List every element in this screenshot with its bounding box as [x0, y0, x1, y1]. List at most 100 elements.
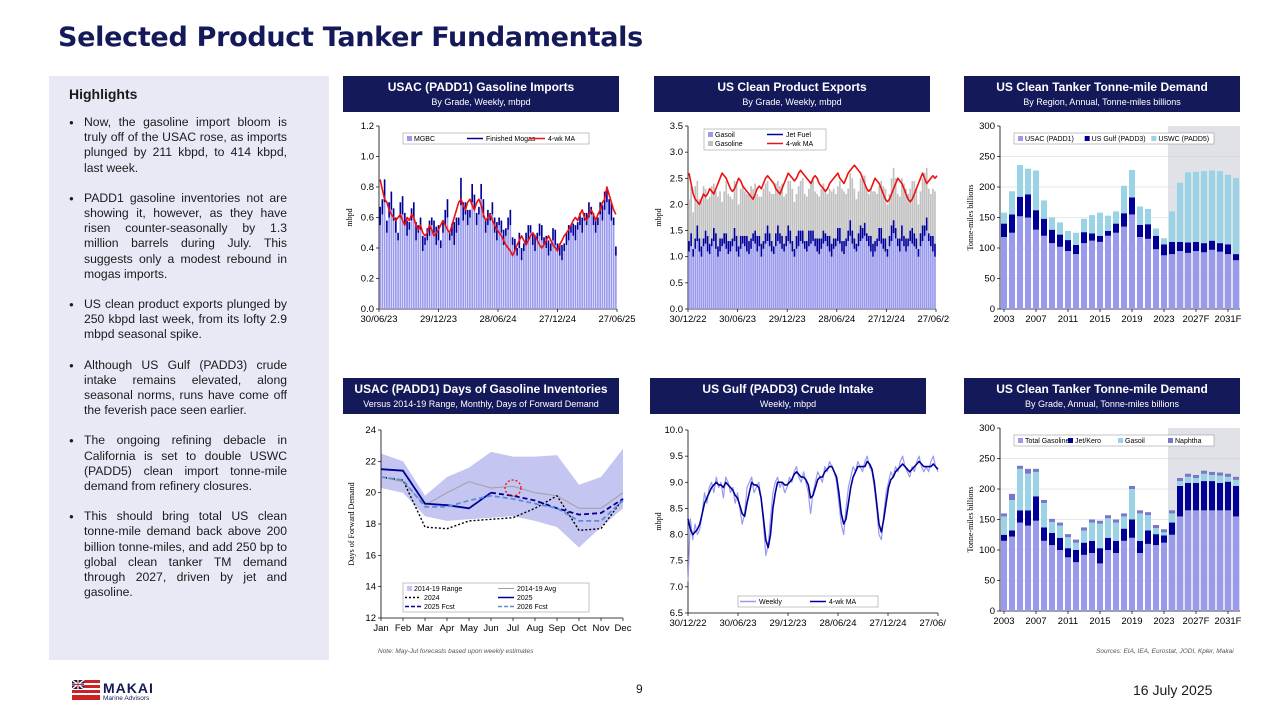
panel-clean-exports: US Clean Product Exports By Grade, Weekl…: [654, 76, 950, 334]
bar-mgbc: [395, 232, 397, 309]
bar-jet-fuel: [710, 238, 713, 247]
bar-jet-fuel: [925, 217, 928, 231]
bar-padd1: [1065, 251, 1071, 309]
bar-jet: [1145, 530, 1151, 544]
bar-jet-fuel: [870, 235, 872, 252]
y-tick-label: 300: [979, 121, 995, 132]
bar-gasoil: [884, 251, 887, 309]
bar-gasoil: [816, 251, 818, 309]
bar-gasoline: [758, 196, 761, 236]
legend-label: Naphtha: [1175, 438, 1202, 445]
bar-gasoline: [934, 191, 936, 244]
bar-jet-fuel: [896, 238, 899, 247]
bar-gasoline: [907, 193, 909, 239]
bar-padd1: [1217, 251, 1223, 309]
bar-gasoline: [822, 183, 825, 231]
bar-jet-fuel: [865, 233, 868, 242]
bar-gasoil: [715, 248, 717, 309]
y-tick-label: 0.4: [361, 243, 374, 254]
legend-label: Jet Fuel: [786, 132, 811, 139]
bar-naphtha: [1017, 465, 1023, 469]
bar-finished-mogas: [612, 217, 615, 226]
y-tick-label: 250: [979, 454, 995, 465]
bar-padd3: [1129, 197, 1135, 215]
y-tick-label: 16: [365, 550, 376, 561]
legend-label: 4-wk MA: [829, 599, 857, 606]
bar-gasoil: [843, 254, 845, 309]
bar-gasoil: [925, 230, 928, 309]
panel-days-inventory: USAC (PADD1) Days of Gasoline Inventorie…: [343, 378, 632, 638]
bar-gasoline: [888, 193, 891, 236]
bar-mgbc: [505, 235, 507, 309]
bar-jet-fuel: [822, 230, 825, 244]
bar-gasoline: [741, 186, 744, 236]
y-tick-label: 3.5: [670, 121, 683, 132]
bar-gasoline: [925, 167, 928, 218]
bar-gasoline: [715, 191, 717, 234]
bar-gasoline: [748, 193, 750, 242]
bar-gasoil: [1153, 528, 1159, 535]
bar-gasoline: [851, 178, 854, 231]
bar-mgbc: [565, 244, 568, 309]
bar-gasoil: [1009, 499, 1015, 531]
legend-label: Gasoline: [715, 141, 743, 148]
bar-padd1: [1089, 240, 1095, 309]
bar-naphtha: [1025, 468, 1031, 474]
bar-naphtha: [1009, 493, 1015, 500]
bar-finished-mogas: [610, 202, 613, 221]
bar-finished-mogas: [538, 223, 541, 236]
bar-gasoil: [894, 238, 897, 309]
bar-gasoline: [781, 183, 783, 236]
bar-padd3: [1121, 213, 1127, 227]
bar-padd1: [1009, 232, 1015, 309]
bar-gasoline: [1177, 516, 1183, 611]
bar-gasoline: [688, 199, 690, 242]
bar-mgbc: [399, 217, 402, 309]
bar-jet-fuel: [921, 225, 924, 242]
bar-naphtha: [1169, 510, 1175, 514]
legend-label: Weekly: [759, 599, 782, 606]
x-tick-label: 2027F: [1183, 314, 1210, 325]
bar-mgbc: [444, 225, 447, 309]
bar-mgbc: [419, 229, 422, 309]
bar-mgbc: [534, 251, 536, 309]
bar-mgbc: [448, 240, 451, 309]
bar-jet-fuel: [799, 230, 802, 242]
chart-subtitle: Weekly, mbpd: [759, 399, 817, 409]
x-tick-label: 2011: [1058, 314, 1078, 325]
x-tick-label: 30/06/23: [720, 618, 757, 629]
bar-gasoil: [797, 246, 800, 309]
bar-gasoline: [859, 178, 862, 226]
bar-gasoil: [834, 246, 837, 309]
bar-finished-mogas: [601, 205, 604, 221]
bar-naphtha: [1209, 471, 1215, 475]
page-title: Selected Product Tanker Fundamentals: [58, 22, 643, 53]
bar-jet: [1137, 540, 1143, 554]
y-tick-label: 12: [365, 613, 376, 624]
bar-mgbc: [522, 251, 525, 309]
bar-mgbc: [549, 251, 552, 309]
bar-finished-mogas: [554, 229, 557, 245]
bar-mgbc: [583, 220, 586, 309]
bar-finished-mogas: [594, 217, 597, 233]
legend-box: [1013, 132, 1215, 145]
bar-jet-fuel: [791, 241, 794, 252]
bar-jet: [1185, 482, 1191, 511]
bar-gasoline: [874, 191, 876, 242]
bar-mgbc: [388, 217, 390, 309]
bar-gasoline: [843, 191, 845, 242]
bar-finished-mogas: [444, 209, 447, 226]
bar-padd1: [1041, 235, 1047, 309]
bar-jet-fuel: [713, 227, 715, 242]
bar-padd3: [1217, 243, 1223, 252]
bar-mgbc: [536, 240, 539, 309]
y-tick-label: 250: [979, 152, 995, 163]
bar-gasoil: [1129, 489, 1135, 520]
bar-finished-mogas: [428, 220, 431, 236]
chart-subtitle: By Grade, Weekly, mbpd: [742, 97, 842, 107]
bar-gasoil: [837, 241, 839, 309]
bar-gasoil: [768, 246, 771, 309]
bar-finished-mogas: [514, 238, 516, 252]
chart-subtitle: By Grade, Weekly, mbpd: [431, 97, 531, 107]
bar-jet-fuel: [911, 227, 914, 244]
